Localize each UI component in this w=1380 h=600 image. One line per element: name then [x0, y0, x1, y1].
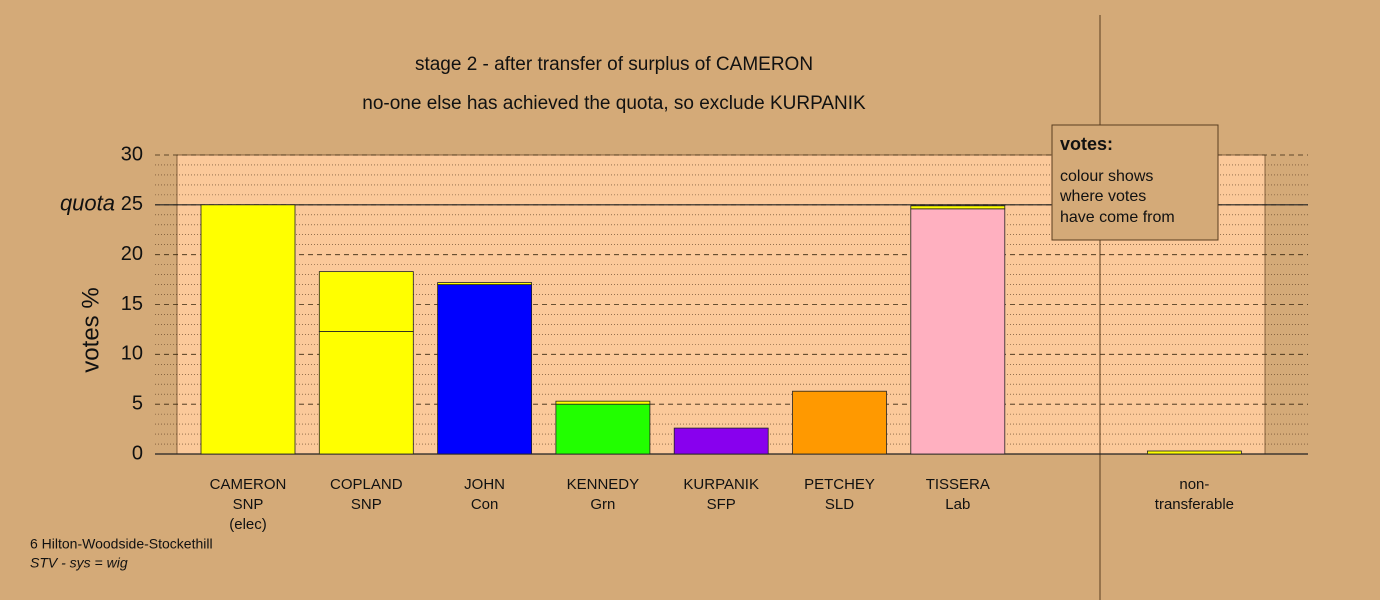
note-line: where votes [1059, 188, 1146, 205]
note-box: votes: colour shows where votes have com… [1051, 124, 1219, 241]
chart-subtitle: no-one else has achieved the quota, so e… [362, 93, 866, 114]
x-tick-label: PETCHEY [804, 476, 875, 493]
footer-text: 6 Hilton-Woodside-Stockethill [30, 536, 213, 552]
y-tick-label: 15 [121, 293, 143, 315]
x-tick-label: KENNEDY [567, 476, 640, 493]
chart-title: stage 2 - after transfer of surplus of C… [415, 54, 813, 75]
bar-segment [318, 331, 414, 455]
y-tick-label: 30 [121, 143, 143, 165]
note-line: have come from [1060, 209, 1175, 226]
bar-segment [318, 271, 414, 332]
note-line: colour shows [1060, 168, 1153, 185]
note-frame [1051, 124, 1219, 241]
x-tick-label: SNP [351, 496, 382, 513]
bar-segment [673, 427, 769, 455]
x-tick-label: transferable [1155, 496, 1234, 513]
y-tick-label: 5 [132, 392, 143, 414]
y-tick-label: 20 [121, 243, 143, 265]
bar-segment [437, 284, 533, 455]
x-tick-label: TISSERA [926, 476, 990, 493]
bar-segment [555, 400, 651, 405]
bar-segment [200, 204, 296, 455]
y-tick-label: 0 [132, 442, 143, 464]
x-tick-label: SLD [825, 496, 854, 513]
x-tick-label: Con [471, 496, 499, 513]
x-tick-label: non- [1179, 476, 1209, 493]
x-tick-label: COPLAND [330, 476, 403, 493]
quota-label: quota [60, 191, 115, 216]
x-tick-label: KURPANIK [683, 476, 759, 493]
x-tick-label: Grn [590, 496, 615, 513]
note-heading: votes: [1060, 134, 1113, 154]
footer-text: STV - sys = wig [30, 555, 128, 571]
bar-segment [437, 282, 533, 285]
bar-segment [555, 403, 651, 455]
y-tick-label: 25 [121, 193, 143, 215]
x-tick-label: SFP [707, 496, 736, 513]
x-tick-label: (elec) [229, 516, 267, 533]
bar-segment [1147, 450, 1242, 455]
bar-segment [910, 208, 1006, 455]
bar-segment [910, 205, 1006, 210]
bar-segment [792, 390, 887, 455]
x-tick-label: JOHN [464, 476, 505, 493]
x-tick-label: SNP [233, 496, 264, 513]
x-tick-label: CAMERON [210, 476, 287, 493]
y-axis-label: votes % [77, 287, 104, 372]
y-tick-label: 10 [121, 343, 143, 365]
x-tick-label: Lab [945, 496, 970, 513]
